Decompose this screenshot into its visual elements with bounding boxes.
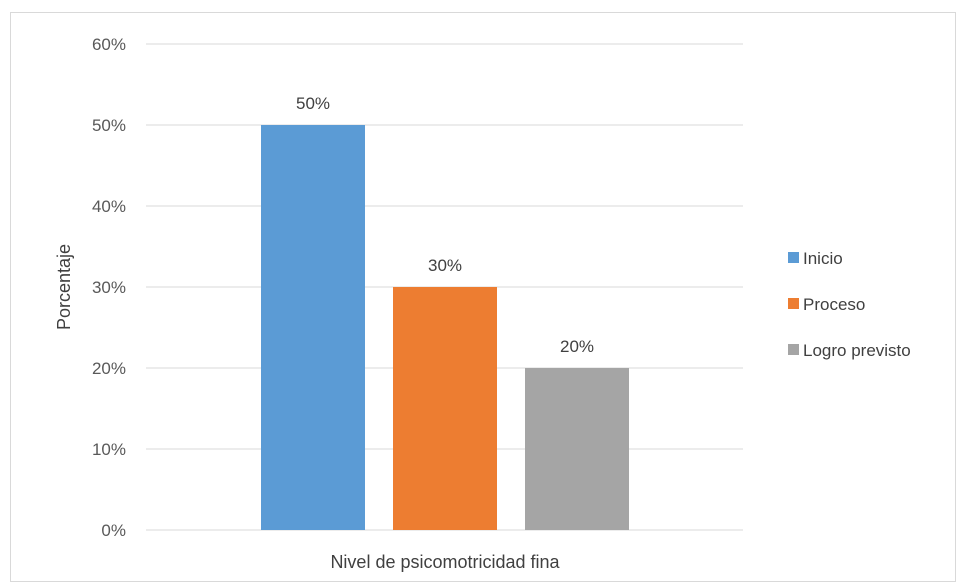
y-tick-label: 50% [92,116,126,135]
y-tick-label: 20% [92,359,126,378]
legend: Inicio Proceso Logro previsto [788,249,911,360]
bars [261,125,629,530]
legend-label: Inicio [803,249,843,268]
y-tick-label: 0% [101,521,126,540]
data-label: 30% [428,256,462,275]
legend-swatch [788,344,799,355]
legend-label: Logro previsto [803,341,911,360]
bar-proceso [393,287,497,530]
legend-label: Proceso [803,295,865,314]
data-label: 20% [560,337,594,356]
y-axis-ticks: 0% 10% 20% 30% 40% 50% 60% [92,35,126,540]
y-tick-label: 60% [92,35,126,54]
bar-logro-previsto [525,368,629,530]
gridlines [146,43,743,531]
legend-swatch [788,298,799,309]
y-tick-label: 10% [92,440,126,459]
y-axis-title: Porcentaje [54,244,74,330]
data-label: 50% [296,94,330,113]
y-tick-label: 40% [92,197,126,216]
legend-swatch [788,252,799,263]
x-axis-title: Nivel de psicomotricidad fina [330,552,560,572]
y-tick-label: 30% [92,278,126,297]
bar-inicio [261,125,365,530]
data-labels: 50% 30% 20% [296,94,594,356]
